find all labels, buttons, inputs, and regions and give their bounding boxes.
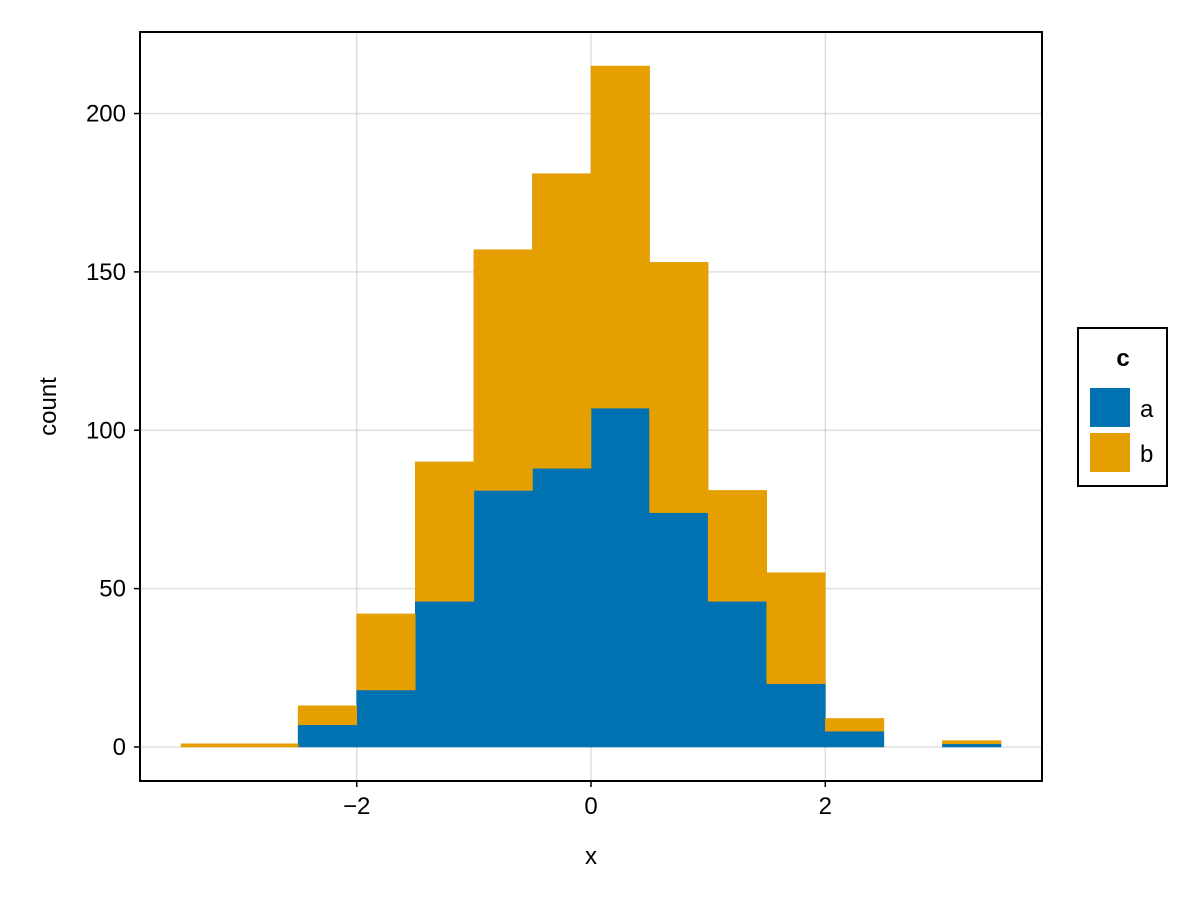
bar-a-bin-5 bbox=[473, 490, 533, 748]
bar-b-bin-1 bbox=[239, 743, 299, 748]
legend-title: c bbox=[1116, 345, 1129, 372]
legend-swatch-a bbox=[1090, 388, 1130, 427]
y-tick-label: 100 bbox=[86, 417, 126, 444]
bar-b-bin-11 bbox=[824, 718, 885, 732]
bar-a-bin-4 bbox=[414, 600, 475, 748]
bar-a-bin-7 bbox=[590, 407, 650, 748]
bar-a-bin-10 bbox=[766, 683, 826, 748]
bar-a-bin-3 bbox=[356, 689, 416, 748]
x-tick-label: −2 bbox=[343, 793, 370, 820]
legend: c ab bbox=[1077, 327, 1168, 487]
bar-a-bin-2 bbox=[297, 724, 358, 748]
bar-a-bin-6 bbox=[532, 467, 592, 748]
y-axis-label: count bbox=[35, 377, 62, 436]
bar-b-bin-3 bbox=[356, 613, 416, 691]
histogram-bars bbox=[180, 65, 1002, 748]
x-tick-label: 0 bbox=[584, 793, 597, 820]
legend-label-a: a bbox=[1140, 396, 1154, 423]
y-tick-label: 200 bbox=[86, 101, 126, 128]
bar-b-bin-10 bbox=[766, 572, 826, 684]
legend-label-b: b bbox=[1140, 441, 1153, 468]
bar-b-bin-8 bbox=[649, 262, 709, 513]
legend-swatch-b bbox=[1090, 433, 1130, 472]
bar-b-bin-13 bbox=[942, 740, 1002, 745]
x-axis-label: x bbox=[585, 843, 597, 870]
y-tick-label: 150 bbox=[86, 259, 126, 286]
bar-a-bin-11 bbox=[824, 730, 885, 748]
bar-b-bin-4 bbox=[414, 461, 475, 602]
bar-a-bin-13 bbox=[942, 743, 1002, 748]
legend-entries: ab bbox=[1090, 388, 1154, 472]
bar-b-bin-0 bbox=[180, 743, 240, 748]
y-tick-label: 50 bbox=[99, 576, 126, 603]
bar-b-bin-7 bbox=[590, 65, 650, 409]
bar-b-bin-5 bbox=[473, 249, 533, 491]
bar-b-bin-9 bbox=[707, 490, 768, 602]
axis-ticks: −2 0 2 0 50 100 150 200 bbox=[86, 101, 832, 820]
y-tick-label: 0 bbox=[113, 734, 126, 761]
bar-a-bin-9 bbox=[707, 600, 768, 748]
bar-a-bin-8 bbox=[649, 512, 709, 748]
bar-b-bin-2 bbox=[297, 705, 358, 726]
bar-b-bin-6 bbox=[532, 173, 592, 469]
x-tick-label: 2 bbox=[819, 793, 832, 820]
